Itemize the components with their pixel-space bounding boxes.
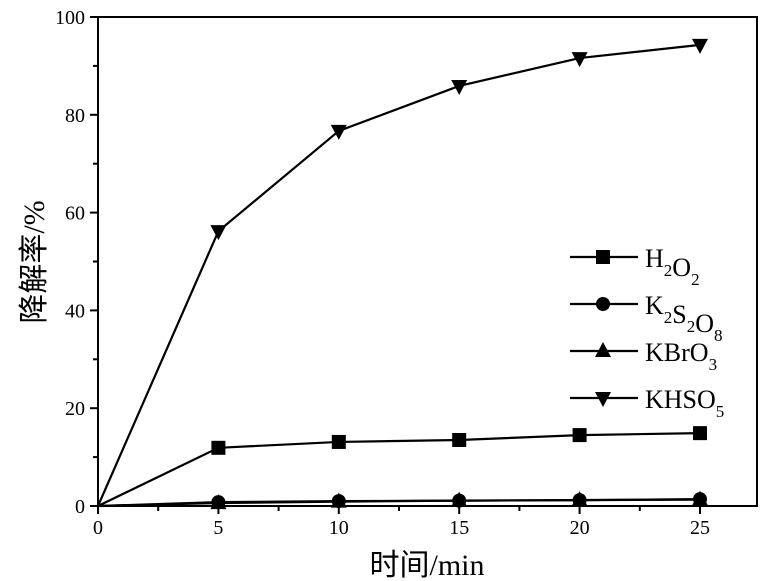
legend-item: KBrO3	[570, 338, 717, 374]
y-tick-label: 0	[75, 496, 85, 518]
data-point	[331, 434, 346, 449]
legend-label: KBrO3	[645, 338, 717, 374]
legend-marker	[595, 392, 611, 407]
legend-label: K2S2O8	[645, 291, 723, 345]
series-line	[97, 432, 701, 507]
series-line	[97, 498, 701, 508]
legend-item: H2O2	[570, 244, 700, 289]
data-point	[572, 428, 587, 443]
x-tick-label: 0	[93, 517, 103, 539]
data-point	[692, 490, 708, 506]
series-KBrO3	[97, 490, 708, 510]
x-tick-label: 15	[449, 517, 469, 539]
y-tick-label: 100	[55, 7, 85, 29]
legend-marker	[596, 297, 610, 311]
x-tick-label: 20	[570, 517, 590, 539]
x-tick-label: 10	[329, 517, 349, 539]
legend-item: K2S2O8	[570, 291, 723, 345]
legend-marker	[595, 342, 611, 357]
legend-label: KHSO5	[645, 385, 724, 421]
x-tick-label: 25	[690, 517, 710, 539]
data-point	[692, 38, 708, 54]
legend-marker	[596, 250, 610, 264]
x-tick-label: 5	[213, 517, 223, 539]
data-point	[330, 124, 347, 140]
legend-label: H2O2	[645, 244, 700, 289]
series-H2O2	[97, 426, 707, 507]
y-tick-label: 20	[65, 398, 85, 420]
y-tick-label: 40	[65, 300, 85, 322]
data-point	[571, 491, 588, 507]
data-point	[571, 52, 588, 68]
series-line	[96, 43, 701, 507]
data-point	[330, 492, 347, 508]
y-tick-label: 80	[65, 105, 85, 127]
x-axis-title: 时间/min	[369, 549, 484, 581]
y-axis-title: 降解率/%	[18, 200, 51, 323]
data-point	[451, 491, 468, 507]
data-point	[210, 494, 227, 510]
y-tick-label: 60	[65, 203, 85, 225]
data-point	[211, 440, 226, 455]
series-KHSO5	[96, 38, 708, 507]
legend-item: KHSO5	[570, 385, 724, 421]
data-point	[451, 79, 468, 95]
data-point	[210, 225, 227, 241]
data-point	[693, 426, 707, 441]
data-point	[452, 432, 467, 447]
